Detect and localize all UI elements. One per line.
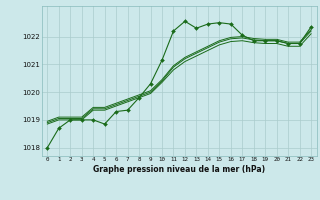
X-axis label: Graphe pression niveau de la mer (hPa): Graphe pression niveau de la mer (hPa) — [93, 165, 265, 174]
